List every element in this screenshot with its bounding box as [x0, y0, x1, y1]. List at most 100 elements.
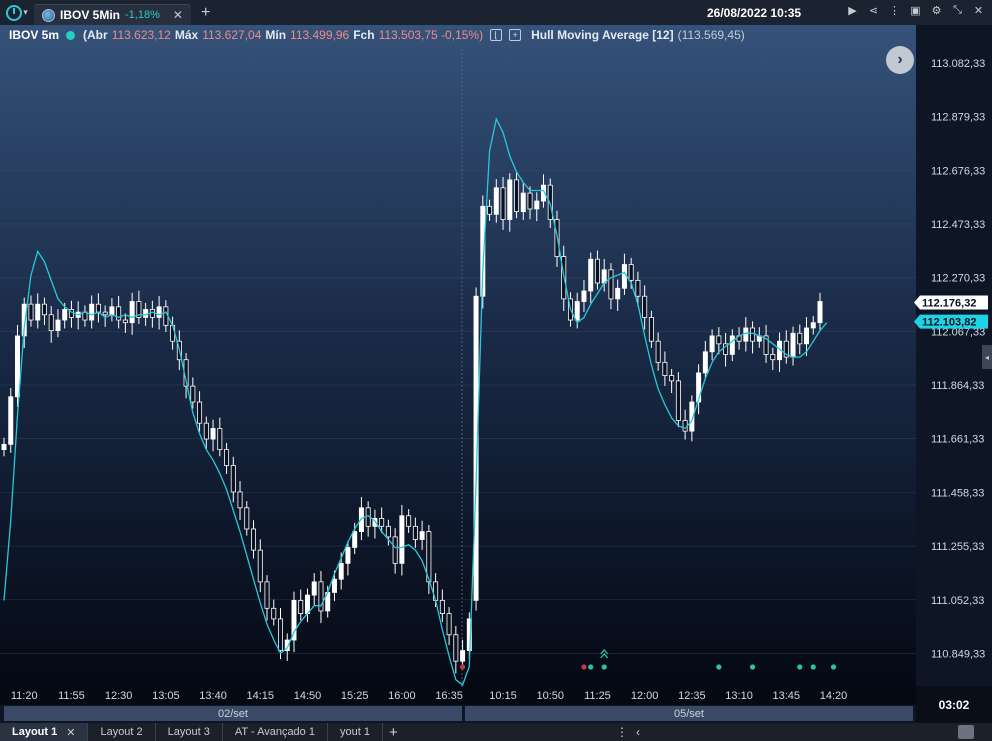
chart-background: [0, 25, 916, 687]
candle-body: [729, 335, 735, 355]
candle: [28, 295, 34, 327]
candle-body: [102, 311, 108, 316]
candle-body: [460, 650, 466, 662]
add-indicator-icon[interactable]: +: [509, 29, 522, 41]
candle: [217, 417, 223, 457]
layout-tab-3[interactable]: Layout 3: [156, 723, 223, 741]
time-tick-label: 14:15: [246, 690, 274, 702]
legend-high-value: 113.627,04: [202, 28, 262, 42]
candle: [35, 293, 41, 329]
candle: [527, 186, 533, 220]
new-tab-button[interactable]: +: [200, 3, 211, 21]
candle: [493, 179, 499, 223]
scrollbar-thumb[interactable]: [958, 725, 974, 739]
candle-body: [642, 295, 648, 318]
layout-tab-5[interactable]: yout 1: [328, 723, 383, 741]
layout-tab-label: Layout 1: [12, 726, 58, 738]
more-icon[interactable]: ⋮: [889, 5, 900, 17]
candle-body: [662, 361, 668, 376]
signal-dot: [581, 664, 587, 670]
globe-icon: [42, 8, 55, 22]
layout-tab-1[interactable]: Layout 1 ✕: [0, 723, 89, 741]
candle: [116, 295, 122, 329]
time-tick-label: 12:35: [678, 690, 706, 702]
screenshot-icon[interactable]: ▣: [910, 5, 921, 17]
candle: [453, 626, 459, 674]
candle: [669, 368, 675, 394]
play-icon[interactable]: ▶: [848, 5, 857, 17]
close-icon[interactable]: ✕: [973, 5, 984, 17]
candle-body: [696, 372, 702, 403]
time-tick-label: 11:55: [58, 690, 85, 702]
settings-icon[interactable]: ⚙: [931, 5, 942, 17]
candle: [460, 639, 466, 668]
candle-body: [116, 306, 122, 321]
candle: [257, 539, 263, 593]
candle-body: [251, 528, 257, 551]
legend-high-label: Máx: [174, 28, 199, 42]
candle-body: [197, 401, 203, 424]
candle-body: [574, 301, 580, 321]
candle: [264, 575, 270, 621]
minimize-icon[interactable]: ⤡: [953, 4, 962, 16]
legend-toggle-icon[interactable]: ⌊: [490, 29, 503, 41]
candle-body: [480, 205, 486, 297]
session-date-label: 02/set: [4, 706, 462, 721]
candle-body: [89, 303, 95, 321]
candle-body: [628, 264, 634, 281]
price-tick-label: 112.676,33: [931, 165, 985, 177]
candle-body: [520, 192, 526, 213]
chart-canvas[interactable]: 113.082,33 112.879,33 112.676,33 112.473,33…: [0, 25, 992, 705]
candle-body: [716, 335, 722, 345]
candle-body: [689, 401, 695, 432]
candle: [271, 599, 277, 626]
time-tick-label: 13:10: [725, 690, 753, 702]
legend-close-value: 113.503,75 -0,15%): [378, 28, 484, 42]
hma-value-tag: 112.103,82: [922, 317, 976, 329]
share-icon[interactable]: ⋖: [868, 5, 879, 17]
candle-body: [770, 354, 776, 361]
candle-body: [581, 290, 587, 302]
candle-body: [28, 303, 34, 321]
candle-body: [487, 205, 493, 215]
signal-dot: [716, 664, 722, 670]
signal-dot: [810, 664, 816, 670]
price-tick-label: 111.052,33: [931, 595, 984, 607]
last-price-tag-bg: [914, 295, 988, 310]
add-layout-button[interactable]: +: [388, 723, 398, 741]
scroll-right-button[interactable]: ›: [886, 46, 914, 74]
signal-chevron: [600, 649, 609, 655]
candle: [244, 501, 250, 536]
candle-body: [210, 428, 216, 440]
candle-timer: 03:02: [916, 686, 992, 724]
candle-body: [399, 515, 405, 564]
candle-body: [257, 549, 263, 583]
arrow-left-icon[interactable]: ‹: [636, 725, 640, 739]
candle: [581, 280, 587, 312]
side-panel-handle[interactable]: ◂: [982, 345, 992, 369]
candle-body: [224, 449, 230, 466]
close-layout-icon[interactable]: ✕: [66, 726, 76, 739]
time-tick-label: 14:50: [294, 690, 322, 702]
layout-tab-2[interactable]: Layout 2: [88, 723, 156, 741]
candle-body: [675, 380, 681, 421]
candle: [156, 295, 162, 330]
candle-body: [230, 465, 236, 493]
close-tab-icon[interactable]: ✕: [172, 8, 183, 22]
candle: [345, 540, 351, 576]
more-icon[interactable]: ⋮: [616, 725, 628, 739]
layout-tab-4[interactable]: AT - Avançado 1: [223, 723, 328, 741]
candle-body: [237, 491, 243, 509]
price-chart[interactable]: 113.082,33 112.879,33 112.676,33 112.473,33…: [0, 25, 992, 705]
indicator-value: (113.569,45): [677, 28, 745, 42]
candle-body: [345, 547, 351, 564]
layout-bar: Layout 1 ✕ Layout 2 Layout 3 AT - Avança…: [0, 723, 992, 741]
tab-ibov-5min[interactable]: IBOV 5Min -1,18% ✕: [34, 4, 191, 25]
indicator-name[interactable]: Hull Moving Average [12]: [531, 28, 674, 42]
layout-scroll-arrows: ⋮ ‹: [616, 723, 640, 741]
app-menu-button[interactable]: ▾: [0, 0, 34, 25]
candle: [55, 309, 61, 338]
time-tick-label: 13:40: [199, 690, 227, 702]
chevron-left-icon: ◂: [984, 352, 989, 362]
candle-body: [702, 351, 708, 374]
